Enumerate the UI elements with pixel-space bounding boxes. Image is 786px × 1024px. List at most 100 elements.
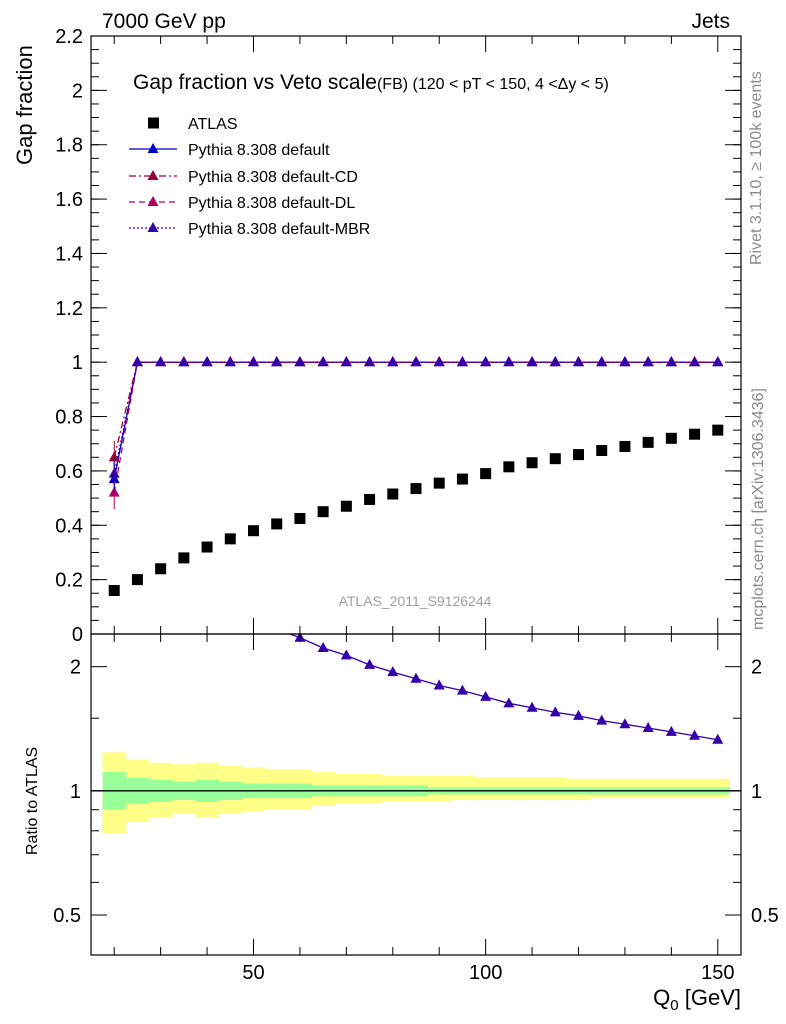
series-point: [433, 356, 445, 367]
series-point: [410, 356, 422, 367]
legend-label: Pythia 8.308 default-CD: [188, 169, 358, 186]
ratio-series-point: [317, 641, 329, 652]
series-point: [155, 356, 167, 367]
atlas-data-point: [665, 432, 677, 444]
atlas-data-point: [131, 574, 143, 586]
ratio-series-point: [526, 701, 538, 712]
series-point: [340, 356, 352, 367]
top-series-group: [108, 356, 724, 597]
top-y-tick-label: 2.2: [55, 26, 83, 48]
ratio-series-line: [288, 634, 718, 741]
x-axis-label-unit: [GeV]: [679, 985, 741, 1010]
watermark-label: ATLAS_2011_S9126244: [339, 593, 492, 609]
atlas-data-point: [619, 440, 631, 452]
legend-marker: [147, 143, 159, 153]
legend-label: Pythia 8.308 default: [188, 142, 330, 159]
x-tick-label: 100: [469, 962, 502, 984]
series-point: [271, 356, 283, 367]
series-point: [201, 356, 213, 367]
top-y-tick-label: 2: [72, 80, 83, 102]
ratio-series-point: [573, 709, 584, 720]
atlas-data-point: [573, 449, 584, 461]
top-y-tick-label: 0.6: [55, 461, 83, 483]
series-point: [364, 356, 376, 367]
ratio-series-point: [712, 733, 724, 744]
legend-marker: [147, 170, 159, 180]
x-tick-label: 150: [701, 962, 734, 984]
ratio-series-point: [109, 551, 120, 561]
bottom-y-tick-label-right: 0.5: [751, 905, 779, 927]
x-tick-label: 50: [242, 962, 264, 984]
bottom-y-tick-label: 1: [70, 781, 81, 803]
ratio-bands: [102, 752, 730, 834]
bottom-axis-ticks: [91, 634, 741, 955]
atlas-data-point: [364, 493, 376, 505]
atlas-data-point: [689, 428, 701, 440]
ratio-series-point: [155, 529, 166, 539]
top-y-tick-label: 1.4: [55, 243, 83, 265]
series-point: [712, 356, 724, 367]
ratio-series-point: [665, 725, 677, 736]
atlas-data-point: [480, 468, 492, 480]
legend-label: Pythia 8.308 default-MBR: [188, 221, 370, 238]
legend-marker: [147, 196, 159, 206]
series-point: [480, 356, 492, 367]
series-point: [224, 356, 236, 367]
series-point: [665, 356, 677, 367]
atlas-data-point: [294, 512, 306, 524]
series-line: [113, 361, 718, 480]
atlas-data-point: [178, 552, 190, 564]
ratio-series-point: [456, 684, 468, 695]
top-y-tick-label: 0: [72, 624, 83, 646]
series-point: [503, 356, 515, 367]
series-point: [131, 356, 143, 367]
atlas-data-point: [340, 500, 352, 512]
legend-label: Pythia 8.308 default-DL: [188, 195, 355, 212]
series-point: [526, 356, 538, 367]
bottom-panel-frame: [90, 633, 742, 956]
atlas-data-point: [433, 477, 445, 489]
ratio-series-point: [410, 672, 422, 683]
ratio-series-point: [364, 658, 376, 669]
ratio-series-group: [109, 529, 724, 744]
top-y-tick-label: 0.4: [55, 515, 83, 537]
chart-title: Gap fraction vs Veto scale(FB) (120 < pT…: [133, 71, 609, 94]
series-point: [573, 356, 584, 367]
ratio-series-point: [433, 679, 445, 690]
ratio-series-point: [549, 706, 561, 717]
top-y-tick-label: 0.2: [55, 570, 83, 592]
top-y-tick-label: 0.8: [55, 407, 83, 429]
rivet-version-label: Rivet 3.1.10, ≥ 100k events: [748, 71, 765, 265]
atlas-data-point: [596, 445, 608, 457]
atlas-data-point: [526, 457, 538, 469]
legend-marker: [147, 222, 159, 232]
header-left-label: 7000 GeV pp: [102, 10, 226, 33]
ratio-y-axis-label: Ratio to ATLAS: [24, 747, 41, 855]
top-y-tick-label: 1.6: [55, 189, 83, 211]
top-y-tick-labels: 0 0.2 0.4 0.6 0.8 1 1.2 1.4 1.6 1.8 2 2.2: [55, 26, 83, 646]
atlas-data-point: [271, 518, 283, 530]
atlas-data-point: [410, 483, 422, 495]
chart-title-main: Gap fraction vs Veto scale: [133, 71, 377, 94]
chart-title-sub: (FB) (120 < pT < 150, 4 <Δy < 5): [377, 76, 609, 93]
atlas-data-point: [387, 488, 399, 500]
series-point: [642, 356, 654, 367]
series-line: [113, 361, 718, 474]
legend-marker-atlas: [148, 117, 159, 129]
series-point: [178, 356, 190, 367]
legend: ATLAS Pythia 8.308 default Pythia 8.308 de…: [129, 116, 370, 238]
ratio-series-point: [689, 729, 701, 740]
bottom-y-tick-label-right: 1: [751, 781, 762, 803]
ratio-series-point: [225, 597, 236, 607]
atlas-data-point: [503, 461, 515, 473]
series-point: [294, 356, 306, 367]
top-y-tick-label: 1.8: [55, 135, 83, 157]
atlas-data-point: [224, 533, 236, 545]
series-line: [113, 361, 718, 493]
series-point: [248, 356, 259, 367]
header-right-label: Jets: [691, 10, 730, 33]
ratio-series-point: [480, 690, 492, 701]
top-y-tick-label: 1.2: [55, 298, 83, 320]
atlas-data-point: [642, 436, 654, 448]
top-y-axis-label: Gap fraction: [12, 45, 37, 165]
